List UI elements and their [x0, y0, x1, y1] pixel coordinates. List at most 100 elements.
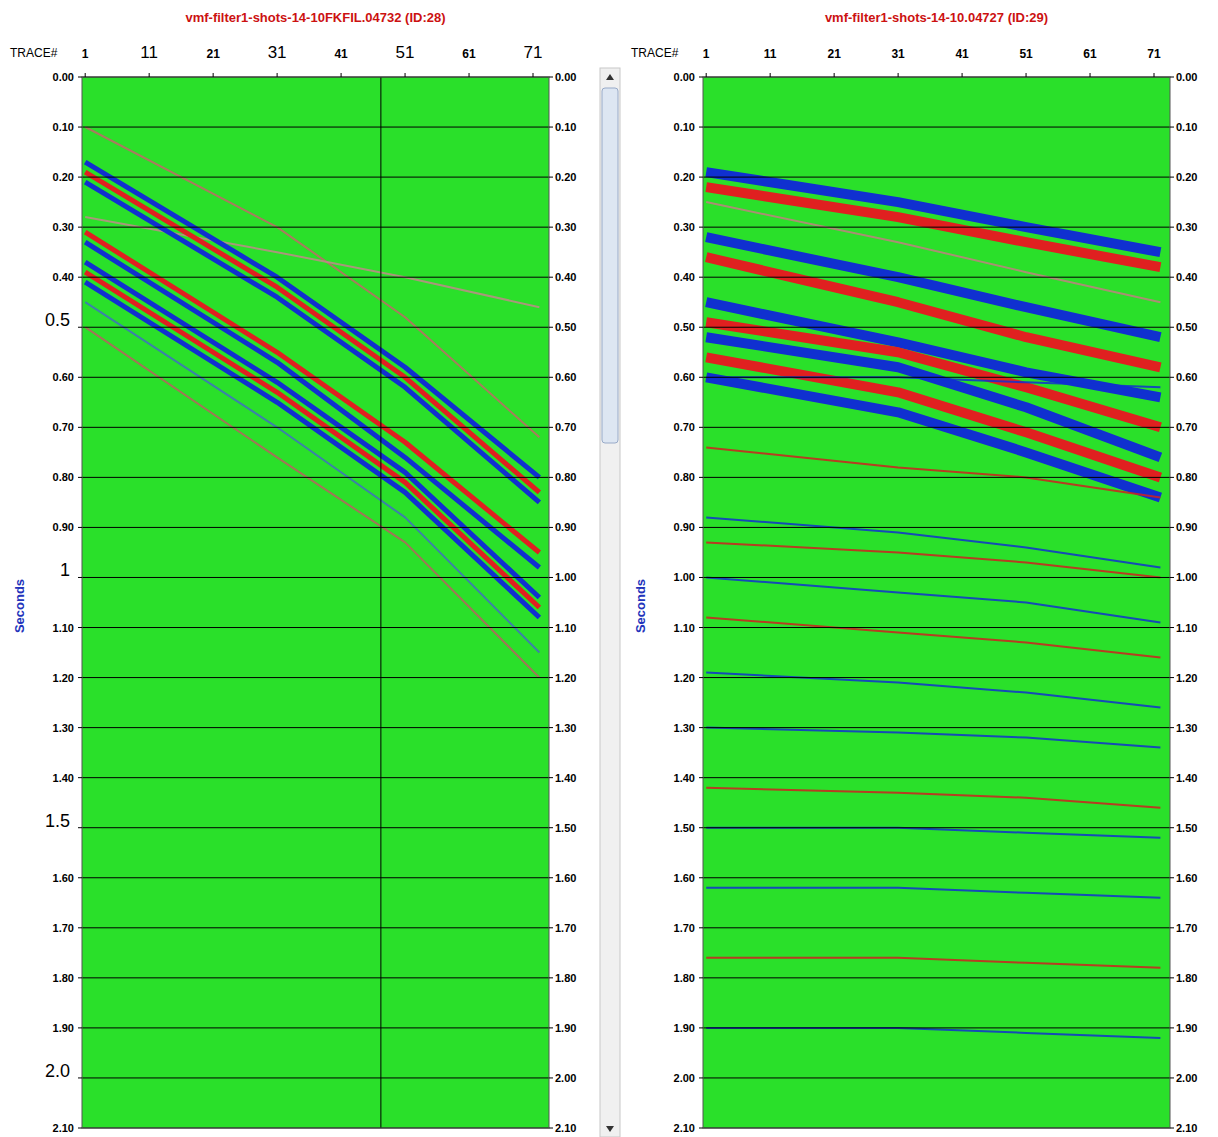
y2-tick-label: 0.70: [555, 421, 576, 433]
scroll-up: [606, 74, 614, 80]
x-axis-label: TRACE#: [10, 46, 58, 60]
y-tick-label: 1.60: [53, 872, 74, 884]
seismic-event: [706, 447, 1160, 497]
grid-line: [82, 927, 549, 928]
y2-tick: [549, 577, 553, 578]
panel-title: vmf-filter1-shots-14-10FKFIL.04732 (ID:2…: [185, 10, 445, 25]
y-tick: [699, 327, 703, 328]
y-tick: [699, 677, 703, 678]
x-tick-label: 1: [703, 47, 710, 61]
y2-tick-label: 1.00: [555, 571, 576, 583]
y2-tick-label: 0.60: [555, 371, 576, 383]
page: vmf-filter1-shots-14-10FKFIL.04732 (ID:2…: [0, 0, 1218, 1137]
y-tick: [699, 377, 703, 378]
y2-tick-label: 1.90: [1176, 1022, 1197, 1034]
y2-tick: [1170, 377, 1174, 378]
y2-tick: [1170, 927, 1174, 928]
y2-tick-label: 0.40: [555, 271, 576, 283]
y-tick-label: 0.50: [674, 321, 695, 333]
seismic-event: [706, 172, 1160, 252]
grid-line: [82, 527, 549, 528]
y2-tick-label: 1.90: [555, 1022, 576, 1034]
y2-tick-label: 1.20: [555, 672, 576, 684]
x-tick-label: 31: [268, 43, 287, 62]
y-tick-label: 2.10: [674, 1122, 695, 1134]
y-tick-label: 0.10: [53, 121, 74, 133]
y-tick: [699, 77, 703, 78]
x-tick: [149, 73, 150, 77]
y2-tick: [549, 1128, 553, 1129]
grid-line: [703, 927, 1170, 928]
x-tick: [1026, 73, 1027, 77]
y-tick-label: 1.90: [53, 1022, 74, 1034]
y-tick: [699, 277, 703, 278]
x-tick-label: 21: [206, 47, 220, 61]
grid-line: [82, 427, 549, 428]
y2-tick: [549, 127, 553, 128]
panel-title: vmf-filter1-shots-14-10.04727 (ID:29): [825, 10, 1048, 25]
y-tick-label: 2.00: [674, 1072, 695, 1084]
grid-line: [82, 827, 549, 828]
y2-tick-label: 1.10: [555, 622, 576, 634]
seismic-event: [85, 182, 539, 502]
y2-tick: [1170, 827, 1174, 828]
y-tick-label: 1.40: [674, 772, 695, 784]
x-tick-label: 51: [1019, 47, 1033, 61]
y2-tick: [549, 227, 553, 228]
y2-tick: [1170, 727, 1174, 728]
seismic-event: [706, 357, 1160, 477]
x-tick-label: 51: [396, 43, 415, 62]
x-tick: [770, 73, 771, 77]
y-tick-label: 1.40: [53, 772, 74, 784]
x-tick: [1154, 73, 1155, 77]
grid-line: [703, 727, 1170, 728]
plot-frame: [703, 77, 1170, 1128]
y2-tick-label: 1.20: [1176, 672, 1197, 684]
y-tick-label: 0.30: [674, 221, 695, 233]
y2-tick-label: 0.10: [1176, 121, 1197, 133]
y-tick: [699, 627, 703, 628]
scroll-down: [606, 1126, 614, 1132]
grid-line: [703, 277, 1170, 278]
x-tick: [533, 73, 534, 77]
y2-tick: [1170, 177, 1174, 178]
y-tick: [78, 827, 82, 828]
y-tick: [699, 827, 703, 828]
y-tick: [699, 127, 703, 128]
y-tick-label: 2.10: [53, 1122, 74, 1134]
y-tick-label: 1.90: [674, 1022, 695, 1034]
y-tick-label: 1.70: [674, 922, 695, 934]
y-tick: [78, 477, 82, 478]
x-tick-label: 61: [1083, 47, 1097, 61]
seismic-event: [706, 237, 1160, 337]
y-tick: [78, 427, 82, 428]
y2-tick: [1170, 277, 1174, 278]
y-tick-label: 1.10: [53, 622, 74, 634]
background: [0, 0, 1218, 1137]
scroll-thumb: [602, 88, 618, 443]
x-tick: [1090, 73, 1091, 77]
grid-line: [82, 677, 549, 678]
y-tick-label: 1.5: [45, 811, 70, 831]
grid-line: [703, 527, 1170, 528]
grid-line: [703, 327, 1170, 328]
y2-tick: [549, 477, 553, 478]
seismic-event: [706, 828, 1160, 838]
y-tick: [699, 1077, 703, 1078]
y2-tick-label: 0.00: [1176, 71, 1197, 83]
y2-tick: [1170, 877, 1174, 878]
x-tick: [85, 73, 86, 77]
y-axis-label: Seconds: [12, 579, 27, 633]
grid-line: [82, 227, 549, 228]
y-tick: [699, 527, 703, 528]
y2-tick: [1170, 1027, 1174, 1028]
grid-line: [82, 1027, 549, 1028]
y2-tick-label: 0.70: [1176, 421, 1197, 433]
y-tick-label: 1: [60, 560, 70, 580]
seismic-event: [706, 517, 1160, 567]
plot-area: [703, 77, 1170, 1128]
y2-tick: [549, 77, 553, 78]
y2-tick: [1170, 677, 1174, 678]
seismic-event: [85, 327, 539, 677]
y2-tick: [549, 927, 553, 928]
